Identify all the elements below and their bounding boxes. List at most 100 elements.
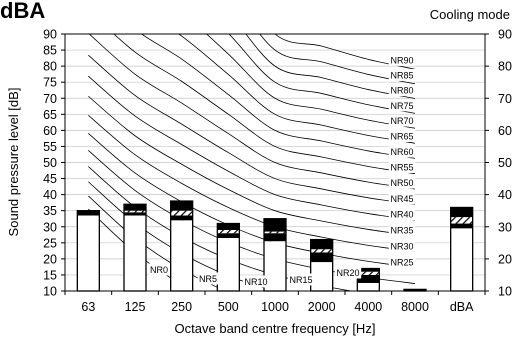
- nr-curve: [177, 34, 416, 144]
- nr-label-bg: [287, 273, 315, 286]
- nr-label-bg: [388, 99, 416, 112]
- x-axis-title: Octave band centre frequency [Hz]: [175, 321, 376, 336]
- bar-segment: [450, 207, 473, 218]
- x-tick-label: 2000: [308, 300, 336, 314]
- y-tick-label: 60: [43, 124, 57, 138]
- y-right-tick-label: 10: [498, 285, 512, 299]
- nr-label: NR65: [390, 131, 413, 141]
- x-tick-label: dBA: [450, 300, 474, 314]
- bar-segment: [217, 223, 240, 230]
- nr-label: NR75: [390, 101, 413, 111]
- nr-curve: [88, 34, 416, 190]
- nr-label-bg: [388, 239, 416, 252]
- corner-title: dBA: [0, 0, 46, 23]
- mode-label: Cooling mode: [430, 7, 510, 22]
- y-tick-label: 80: [43, 60, 57, 74]
- nr-curve: [259, 34, 416, 85]
- nr-label: NR5: [199, 274, 217, 284]
- bar-segment: [124, 210, 146, 213]
- y-right-tick-label: 90: [498, 28, 512, 42]
- nr-curve: [88, 54, 416, 205]
- nr-label: NR20: [336, 268, 359, 278]
- y-tick-label: 20: [43, 252, 57, 266]
- nr-curve: [274, 34, 416, 70]
- nr-label: NR80: [390, 86, 413, 96]
- y-tick-label: 40: [43, 188, 57, 202]
- y-tick-label: 30: [43, 220, 57, 234]
- nr-label-bg: [388, 160, 416, 173]
- bar-segment: [124, 212, 146, 216]
- nr-label-bg: [388, 208, 416, 221]
- bar-segment: [170, 210, 193, 216]
- bar-segment: [357, 268, 380, 272]
- x-tick-label: 250: [171, 300, 192, 314]
- y-tick-label: 75: [43, 76, 57, 90]
- nr-label-bg: [388, 129, 416, 142]
- bar-segment: [450, 228, 473, 291]
- nr-label-bg: [388, 176, 416, 189]
- y-axis-title: Sound pressure level [dB]: [6, 88, 21, 237]
- bar-segment: [124, 215, 146, 291]
- nr-label-bg: [148, 263, 170, 276]
- nr-curve: [228, 34, 416, 114]
- y-tick-label: 35: [43, 204, 57, 218]
- bar-segment: [310, 249, 333, 253]
- x-tick-label: 63: [81, 300, 95, 314]
- nr-label-bg: [197, 272, 219, 285]
- bar-segment: [77, 215, 100, 291]
- nr-label-bg: [334, 266, 362, 279]
- nr-curve: [245, 34, 416, 99]
- nr-curve: [206, 34, 416, 129]
- nr-label-bg: [388, 84, 416, 97]
- nr-label: NR50: [390, 178, 413, 188]
- nr-label: NR35: [390, 225, 413, 235]
- bar-segment: [404, 289, 426, 291]
- nr-label: NR85: [390, 70, 413, 80]
- y-tick-label: 10: [43, 285, 57, 299]
- y-tick-label: 25: [43, 236, 57, 250]
- x-tick-label: 1000: [261, 300, 289, 314]
- x-tick-label: 4000: [354, 300, 382, 314]
- bar-segment: [357, 274, 380, 283]
- nr-labels: NR0 NR5 NR10 NR15 NR20 NR25 NR30 NR35 NR40 NR45 NR…: [148, 53, 416, 288]
- y-right-tick-label: 40: [498, 188, 512, 202]
- bar-segment: [310, 262, 333, 291]
- bar-segment: [264, 233, 286, 242]
- y-axis-left: 10 15 20 25 30 35 40 45 50 55 60 65 70 75 80 85 90: [43, 28, 65, 299]
- nr-label: NR90: [390, 55, 413, 65]
- y-right-tick-label: 70: [498, 92, 512, 106]
- y-tick-label: 85: [43, 44, 57, 58]
- y-tick-label: 90: [43, 28, 57, 42]
- y-tick-label: 50: [43, 156, 57, 170]
- nr-label: NR55: [390, 162, 413, 172]
- nr-label-bg: [388, 192, 416, 205]
- bar-segment: [450, 223, 473, 229]
- x-axis: 63 125 250 500 1000 2000 4000 8000 dBA: [64, 291, 486, 314]
- nr-label: NR40: [390, 210, 413, 220]
- nr-label: NR10: [244, 277, 267, 287]
- nr-label-bg: [388, 53, 416, 66]
- x-tick-label: 125: [125, 300, 146, 314]
- y-right-tick-label: 30: [498, 220, 512, 234]
- y-axis-right: 10 20 30 40 50 60 70 80 90: [485, 28, 512, 299]
- bar-segment: [77, 210, 100, 216]
- bar-segment: [217, 233, 240, 238]
- bar-segment: [310, 252, 333, 263]
- nr-label: NR25: [390, 257, 413, 267]
- bar-segment: [217, 229, 240, 234]
- nr-label-bg: [388, 223, 416, 236]
- bar-segment: [170, 220, 193, 291]
- nr-label-bg: [388, 68, 416, 81]
- nr-label: NR45: [390, 194, 413, 204]
- nr-label: NR30: [390, 241, 413, 251]
- nr-label-bg: [388, 145, 416, 158]
- y-tick-label: 55: [43, 140, 57, 154]
- y-right-tick-label: 50: [498, 156, 512, 170]
- nr-label-bg: [388, 255, 416, 268]
- nr-curve: [88, 95, 416, 237]
- bar-segment: [450, 217, 473, 224]
- bar-segment: [357, 282, 380, 291]
- bar-segment: [170, 201, 193, 211]
- bar-segment: [264, 241, 286, 291]
